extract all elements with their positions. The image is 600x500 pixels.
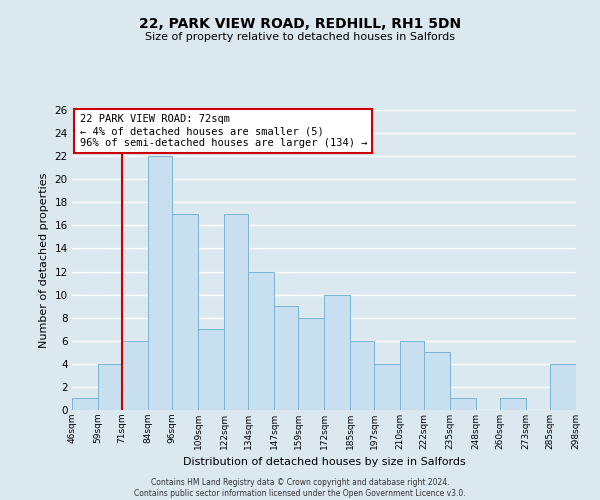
Bar xyxy=(424,352,450,410)
Bar xyxy=(72,398,98,410)
Bar xyxy=(148,156,172,410)
Bar xyxy=(450,398,476,410)
Bar xyxy=(298,318,324,410)
Bar xyxy=(550,364,576,410)
Bar xyxy=(374,364,400,410)
Bar xyxy=(224,214,248,410)
Bar xyxy=(172,214,198,410)
Bar xyxy=(122,341,148,410)
X-axis label: Distribution of detached houses by size in Salfords: Distribution of detached houses by size … xyxy=(182,458,466,468)
Bar xyxy=(324,294,350,410)
Text: Contains HM Land Registry data © Crown copyright and database right 2024.
Contai: Contains HM Land Registry data © Crown c… xyxy=(134,478,466,498)
Bar xyxy=(198,329,224,410)
Bar xyxy=(350,341,374,410)
Bar xyxy=(274,306,298,410)
Bar xyxy=(248,272,274,410)
Bar xyxy=(98,364,122,410)
Y-axis label: Number of detached properties: Number of detached properties xyxy=(39,172,49,348)
Bar xyxy=(400,341,424,410)
Text: Size of property relative to detached houses in Salfords: Size of property relative to detached ho… xyxy=(145,32,455,42)
Text: 22, PARK VIEW ROAD, REDHILL, RH1 5DN: 22, PARK VIEW ROAD, REDHILL, RH1 5DN xyxy=(139,18,461,32)
Text: 22 PARK VIEW ROAD: 72sqm
← 4% of detached houses are smaller (5)
96% of semi-det: 22 PARK VIEW ROAD: 72sqm ← 4% of detache… xyxy=(80,114,367,148)
Bar xyxy=(500,398,526,410)
